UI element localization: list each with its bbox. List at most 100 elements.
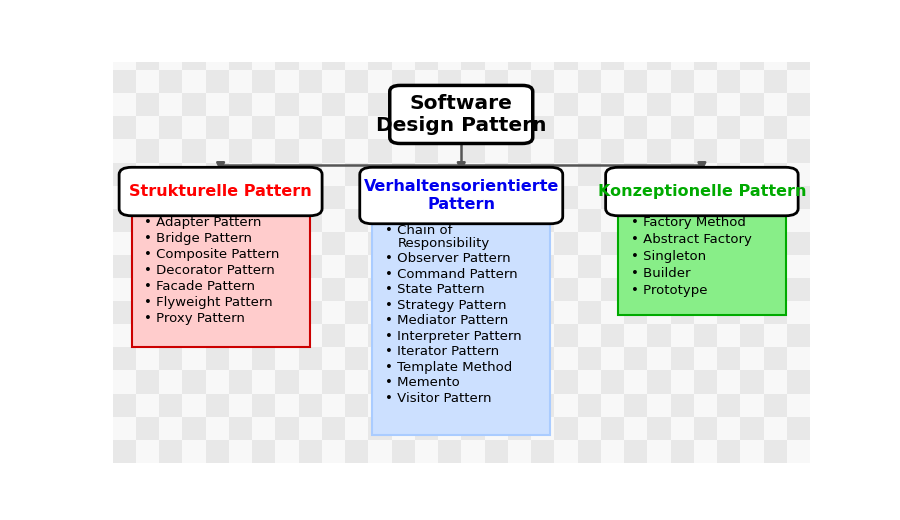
Bar bbox=[252, 301, 275, 324]
Bar bbox=[554, 116, 578, 139]
Bar bbox=[694, 301, 717, 324]
Bar bbox=[508, 93, 531, 116]
Bar bbox=[299, 301, 322, 324]
Bar bbox=[508, 301, 531, 324]
Bar bbox=[763, 47, 787, 70]
Bar bbox=[508, 47, 531, 70]
Bar bbox=[182, 301, 205, 324]
Bar bbox=[182, 70, 205, 93]
Bar bbox=[578, 347, 601, 370]
Bar bbox=[275, 301, 299, 324]
Bar bbox=[740, 440, 763, 463]
Bar bbox=[112, 440, 136, 463]
Bar bbox=[531, 301, 554, 324]
Bar bbox=[275, 394, 299, 417]
Bar bbox=[322, 232, 345, 255]
Bar bbox=[618, 209, 786, 315]
Bar bbox=[531, 70, 554, 93]
Bar bbox=[508, 278, 531, 301]
Bar bbox=[368, 370, 392, 394]
Bar bbox=[299, 116, 322, 139]
Bar bbox=[322, 417, 345, 440]
Bar bbox=[763, 93, 787, 116]
Bar bbox=[601, 139, 624, 162]
Bar bbox=[578, 209, 601, 232]
FancyBboxPatch shape bbox=[360, 167, 562, 224]
Bar bbox=[531, 139, 554, 162]
Bar bbox=[159, 70, 182, 93]
Bar bbox=[438, 394, 461, 417]
Bar bbox=[670, 162, 694, 186]
Bar bbox=[810, 324, 833, 347]
Bar bbox=[484, 417, 508, 440]
Bar bbox=[392, 255, 415, 278]
Bar bbox=[392, 347, 415, 370]
Text: • Strategy Pattern: • Strategy Pattern bbox=[385, 299, 507, 312]
Bar bbox=[647, 70, 670, 93]
Bar bbox=[112, 47, 136, 70]
Bar bbox=[368, 139, 392, 162]
Bar bbox=[717, 417, 740, 440]
Bar bbox=[252, 417, 275, 440]
Bar bbox=[578, 93, 601, 116]
Bar bbox=[182, 209, 205, 232]
Bar bbox=[787, 70, 810, 93]
Bar bbox=[252, 347, 275, 370]
Bar bbox=[578, 116, 601, 139]
Bar bbox=[787, 301, 810, 324]
Bar bbox=[136, 324, 159, 347]
Bar bbox=[578, 186, 601, 209]
Bar bbox=[461, 70, 484, 93]
Bar bbox=[717, 347, 740, 370]
Bar bbox=[415, 162, 438, 186]
Bar bbox=[252, 324, 275, 347]
Bar bbox=[415, 370, 438, 394]
Bar bbox=[670, 232, 694, 255]
Bar bbox=[763, 417, 787, 440]
Bar bbox=[299, 93, 322, 116]
Bar bbox=[345, 324, 368, 347]
Bar bbox=[159, 232, 182, 255]
Bar bbox=[368, 394, 392, 417]
Bar bbox=[717, 324, 740, 347]
Bar bbox=[647, 162, 670, 186]
Bar bbox=[624, 209, 647, 232]
Bar bbox=[787, 232, 810, 255]
Bar bbox=[392, 232, 415, 255]
Bar bbox=[740, 93, 763, 116]
Bar bbox=[345, 47, 368, 70]
Bar bbox=[182, 93, 205, 116]
Bar bbox=[136, 116, 159, 139]
Bar bbox=[392, 47, 415, 70]
Bar bbox=[299, 394, 322, 417]
Bar bbox=[275, 324, 299, 347]
Bar bbox=[275, 440, 299, 463]
Bar bbox=[345, 186, 368, 209]
Bar bbox=[810, 370, 833, 394]
Bar bbox=[112, 347, 136, 370]
Bar bbox=[368, 301, 392, 324]
Bar bbox=[136, 347, 159, 370]
Bar bbox=[368, 209, 392, 232]
Text: • State Pattern: • State Pattern bbox=[385, 283, 484, 296]
Bar bbox=[252, 139, 275, 162]
Bar bbox=[438, 301, 461, 324]
Bar bbox=[763, 347, 787, 370]
Bar bbox=[484, 93, 508, 116]
Bar bbox=[136, 232, 159, 255]
Bar bbox=[694, 347, 717, 370]
Bar bbox=[670, 417, 694, 440]
Bar bbox=[810, 394, 833, 417]
Bar bbox=[345, 301, 368, 324]
Bar bbox=[182, 370, 205, 394]
Bar bbox=[345, 209, 368, 232]
Bar bbox=[740, 139, 763, 162]
Bar bbox=[601, 370, 624, 394]
Bar bbox=[368, 347, 392, 370]
Bar bbox=[484, 186, 508, 209]
Bar bbox=[601, 70, 624, 93]
Bar bbox=[508, 70, 531, 93]
Bar bbox=[322, 440, 345, 463]
Bar bbox=[763, 139, 787, 162]
Bar bbox=[275, 347, 299, 370]
